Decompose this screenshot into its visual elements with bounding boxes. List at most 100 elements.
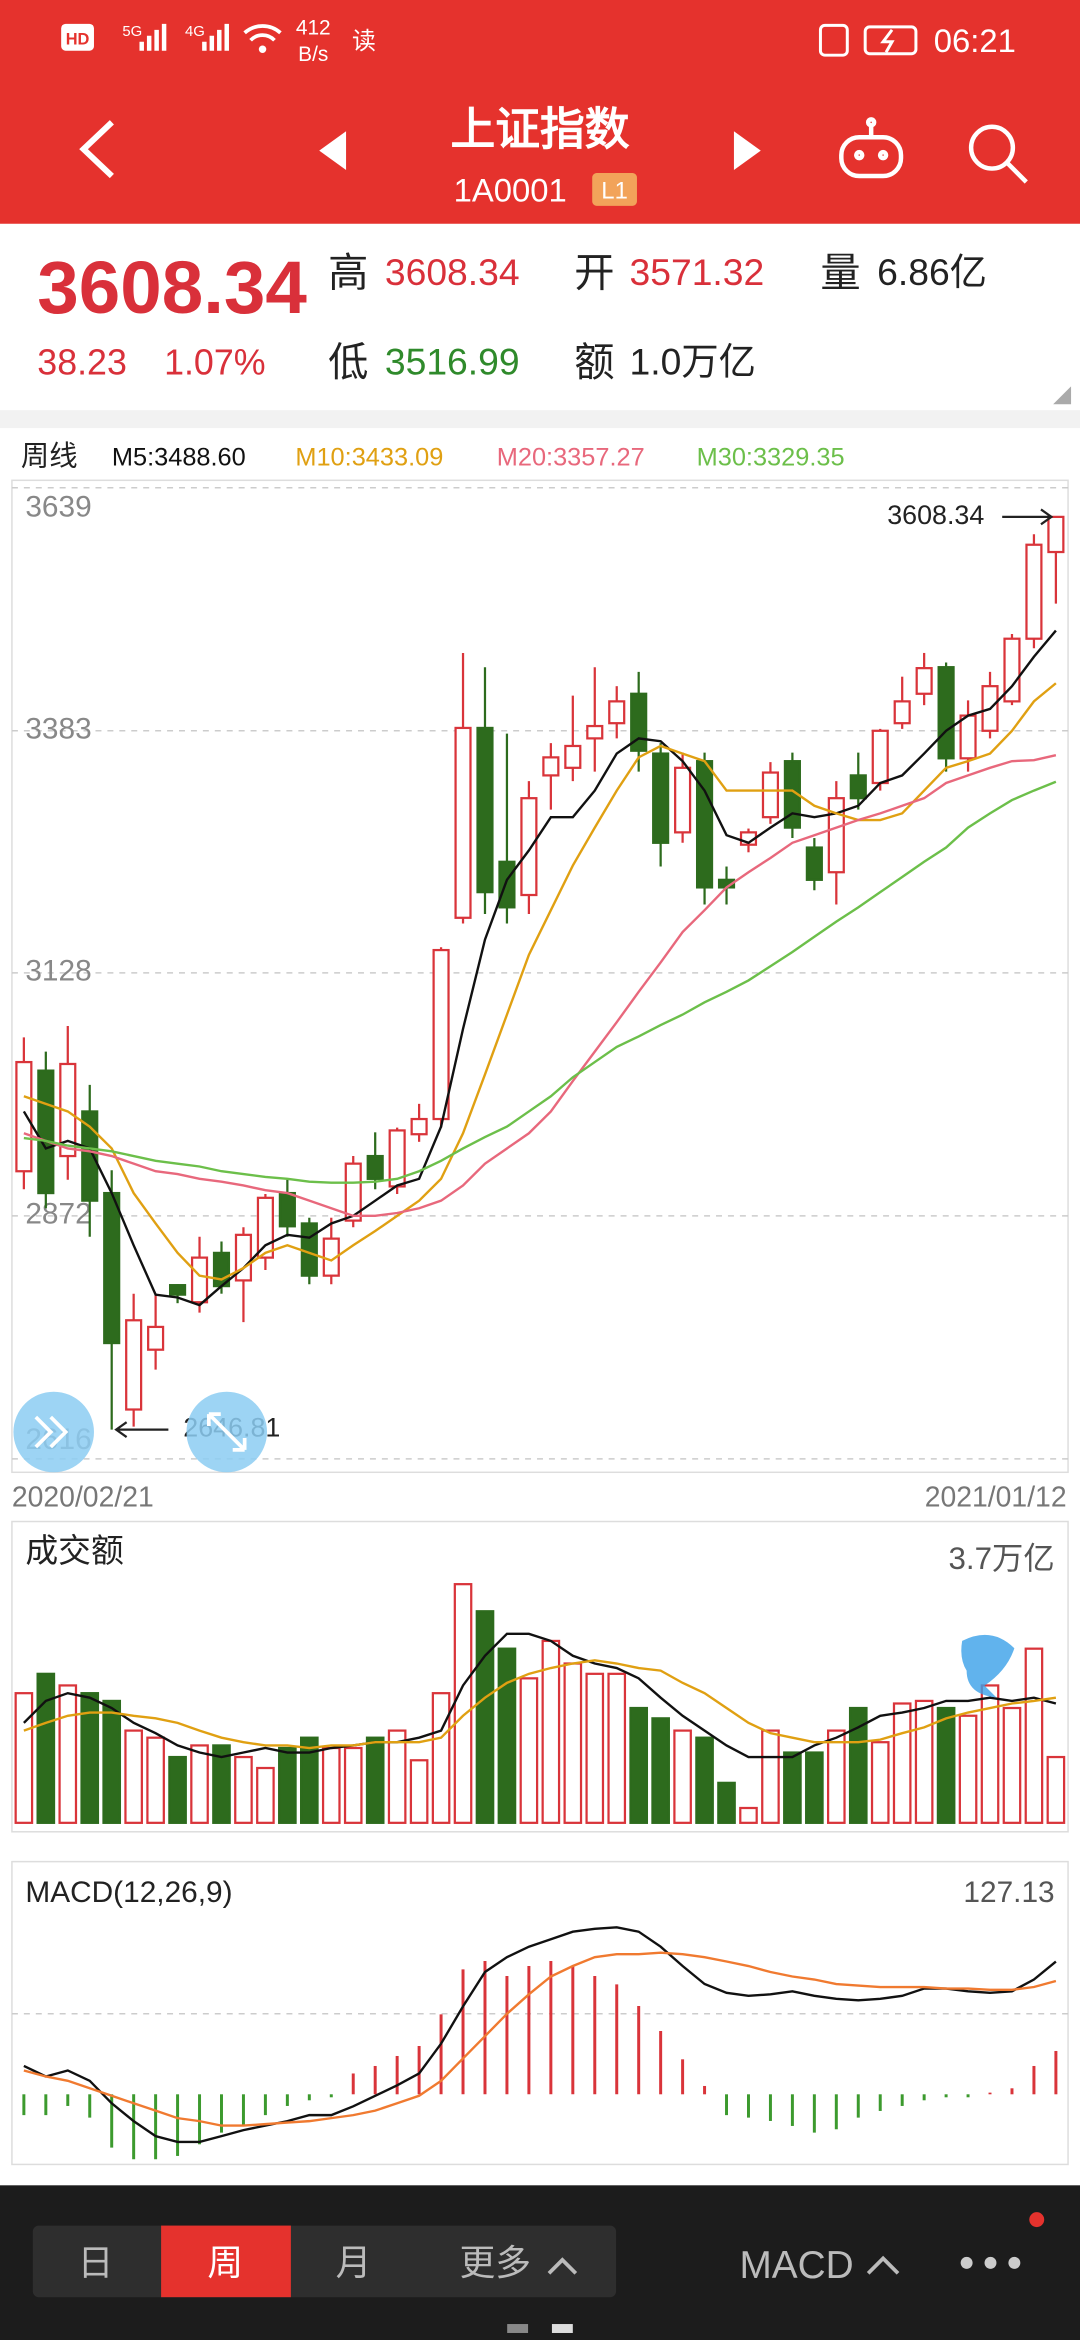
tab[interactable]: 周: [207, 2243, 243, 2283]
prev-button[interactable]: [319, 131, 347, 171]
macd-title: MACD(12,26,9): [25, 1876, 232, 1909]
signal-label: HD: [66, 31, 90, 49]
volume-bar: [673, 1729, 692, 1824]
mascot-icon[interactable]: [961, 1634, 1015, 1698]
volume-bar: [695, 1736, 714, 1824]
candle-body: [652, 752, 670, 844]
volume-bar: [958, 1714, 978, 1824]
field-value: 1.0万亿: [630, 340, 756, 382]
volume-bar: [14, 1692, 34, 1824]
candle-body: [1025, 543, 1043, 640]
volume-bar: [365, 1736, 385, 1824]
signal-label: 4G: [185, 24, 205, 40]
volume-bar: [892, 1702, 912, 1824]
legend-entry: M20:3357.27: [497, 443, 645, 471]
candle-body: [674, 766, 692, 834]
candle-body: [278, 1191, 296, 1228]
stock-code: 1A0001: [454, 171, 567, 208]
volume-bar: [826, 1729, 846, 1824]
candle-body: [849, 774, 867, 800]
wifi-icon: [243, 24, 282, 42]
annotation: 3608.34: [887, 500, 984, 530]
tab[interactable]: 月: [336, 2243, 372, 2283]
volume-bar: [168, 1755, 187, 1824]
candle-body: [630, 692, 648, 752]
candle-body: [454, 726, 472, 919]
volume-bar: [1024, 1647, 1044, 1824]
volume-bar: [453, 1583, 473, 1824]
tab[interactable]: 更多: [459, 2243, 531, 2283]
annotation-arrow: [1002, 508, 1054, 526]
ma-line: [22, 629, 1057, 1307]
field-value: 3608.34: [385, 251, 520, 293]
volume-bar: [914, 1699, 934, 1824]
volume-bar: [1046, 1755, 1066, 1824]
field-label: 高: [328, 250, 368, 295]
candle-body: [520, 797, 538, 897]
reading-mode: 读: [352, 28, 376, 55]
field-label: 量: [820, 250, 860, 295]
volume-bar: [870, 1741, 890, 1824]
wifi-icon: [258, 45, 267, 53]
ma-line: [23, 682, 1057, 1281]
field-value: 6.86亿: [877, 251, 987, 293]
ma-line: [23, 1659, 1057, 1750]
expand-corner[interactable]: [1053, 386, 1072, 405]
candle-body: [81, 1110, 99, 1202]
volume-bar: [58, 1684, 78, 1824]
volume-bar: [234, 1755, 253, 1824]
candle-body: [959, 714, 977, 760]
legend-entry: M5:3488.60: [112, 443, 246, 471]
ma-line: [23, 754, 1057, 1218]
volume-bar: [124, 1729, 143, 1824]
volume-bar: [497, 1647, 517, 1824]
clock: 06:21: [934, 22, 1016, 59]
candle-body: [1047, 515, 1065, 554]
candle-body: [805, 846, 823, 881]
field-label: 低: [328, 340, 368, 385]
y-tick-label: 3639: [25, 491, 91, 524]
volume-bar: [256, 1766, 275, 1824]
volume-bar: [278, 1746, 297, 1824]
candle-body: [695, 760, 714, 889]
header-bg: [0, 0, 1080, 224]
next-button[interactable]: [733, 131, 761, 171]
period-label: 周线: [21, 440, 78, 472]
ma-line: [23, 1951, 1057, 2127]
tab[interactable]: 日: [78, 2243, 114, 2283]
volume-title: 成交额: [25, 1532, 123, 1569]
candle-body: [103, 1191, 121, 1345]
candle-body: [37, 1069, 55, 1195]
volume-bar: [146, 1736, 165, 1824]
level-label: L1: [601, 177, 628, 204]
candle-body: [608, 700, 626, 725]
volume-bar: [36, 1672, 56, 1824]
y-tick-label: 3383: [25, 713, 91, 746]
indicator-selector[interactable]: MACD: [740, 2244, 854, 2287]
volume-bar: [980, 1684, 1000, 1824]
candle-body: [344, 1162, 362, 1222]
back-button[interactable]: [79, 120, 114, 179]
more-button[interactable]: [960, 2256, 1021, 2269]
candle-body: [893, 700, 911, 725]
notify-dot: [1029, 2212, 1045, 2228]
volume-bar: [761, 1729, 780, 1824]
battery-icon: [863, 25, 918, 56]
volume-bar: [563, 1662, 583, 1824]
candle-body: [564, 744, 582, 769]
search-button[interactable]: [968, 124, 1028, 184]
net-speed-unit: B/s: [298, 43, 328, 66]
float-buttons[interactable]: [13, 1391, 268, 1473]
field-label: 开: [574, 250, 614, 295]
candle-body: [300, 1222, 318, 1277]
volume-bar: [409, 1759, 429, 1824]
level-badge: [592, 173, 637, 206]
volume-bar: [343, 1746, 363, 1824]
volume-bar: [629, 1706, 649, 1824]
robot-button[interactable]: [839, 117, 904, 179]
candle-body: [542, 756, 560, 777]
last-price: 3608.34: [37, 245, 307, 329]
volume-bar: [321, 1746, 341, 1824]
candle-body: [937, 666, 955, 760]
